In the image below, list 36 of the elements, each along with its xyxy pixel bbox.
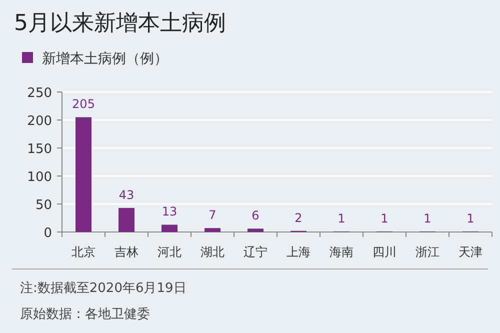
y-tick-label: 150 bbox=[27, 142, 52, 157]
y-tick-label: 200 bbox=[27, 114, 52, 129]
data-label: 1 bbox=[338, 211, 346, 226]
data-label: 6 bbox=[252, 208, 260, 223]
data-label: 1 bbox=[424, 211, 432, 226]
chart-title: 5月以来新增本土病例 bbox=[14, 11, 226, 36]
y-tick-label: 250 bbox=[27, 86, 52, 101]
bar bbox=[204, 228, 220, 232]
data-label: 1 bbox=[380, 211, 388, 226]
x-tick-label: 上海 bbox=[286, 245, 310, 259]
y-tick-label: 50 bbox=[35, 198, 52, 213]
legend-label: 新增本土病例（例） bbox=[42, 51, 168, 67]
y-tick-label: 0 bbox=[44, 226, 52, 241]
bar bbox=[248, 228, 264, 232]
x-tick-label: 吉林 bbox=[114, 245, 138, 259]
bar bbox=[118, 208, 134, 232]
x-tick-label: 湖北 bbox=[200, 245, 224, 259]
x-tick-label: 河北 bbox=[158, 245, 182, 259]
x-tick-label: 天津 bbox=[458, 245, 482, 259]
text: 原始数据：各地卫健委 bbox=[20, 307, 150, 322]
x-tick-label: 浙江 bbox=[416, 245, 440, 259]
bar bbox=[162, 224, 178, 232]
bar bbox=[76, 117, 92, 232]
y-tick-label: 100 bbox=[27, 170, 52, 185]
x-tick-label: 海南 bbox=[330, 245, 354, 259]
data-label: 43 bbox=[118, 188, 134, 202]
x-tick-label: 北京 bbox=[72, 245, 96, 259]
text: 注:数据截至2020年6月19日 bbox=[20, 281, 186, 296]
x-tick-label: 四川 bbox=[372, 245, 396, 259]
新增本土病例（例）: 205 43 13 7 6 2 1 1 1 1 bbox=[72, 97, 478, 232]
data-label: 2 bbox=[294, 210, 302, 225]
data-label: 205 bbox=[72, 97, 95, 112]
data-label: 13 bbox=[162, 204, 178, 219]
data-label: 1 bbox=[466, 211, 474, 226]
x-tick-label: 辽宁 bbox=[244, 245, 268, 259]
data-label: 7 bbox=[208, 208, 216, 222]
